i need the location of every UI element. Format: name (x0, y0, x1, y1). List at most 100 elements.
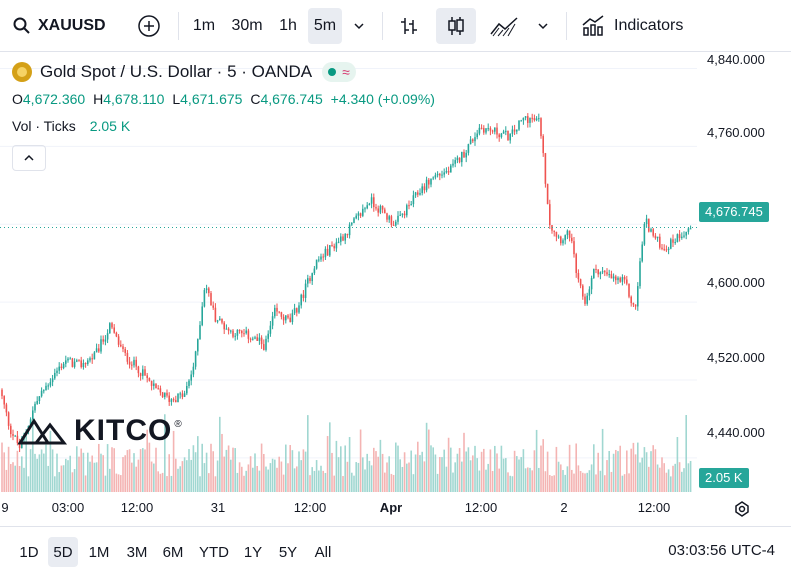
volume-bar (388, 456, 390, 492)
candle-body (674, 242, 676, 244)
indicators-button[interactable]: Indicators (576, 8, 702, 44)
volume-bar (342, 476, 344, 492)
volume-bar (469, 460, 472, 492)
volume-bar (654, 449, 657, 492)
candle-body (687, 228, 690, 232)
candle-body (659, 236, 661, 248)
candle-body (381, 205, 384, 210)
volume-bar (260, 443, 263, 492)
volume-bar (566, 466, 569, 492)
range-all[interactable]: All (314, 543, 332, 561)
range-5y[interactable]: 5Y (278, 543, 298, 561)
candle-body (115, 332, 118, 337)
candle-body (458, 157, 461, 163)
volume-bar (225, 449, 228, 492)
volume-bar (355, 462, 357, 492)
area-chart-button[interactable] (484, 8, 524, 44)
price-axis-label: 4,760.000 (707, 125, 765, 140)
range-1m[interactable]: 1M (88, 543, 110, 561)
volume-bar (604, 475, 606, 492)
volume-bar (630, 448, 632, 492)
volume-bar (271, 458, 274, 492)
symbol-search[interactable]: XAUUSD (8, 8, 124, 44)
volume-bar (461, 461, 463, 492)
candle-body (318, 259, 320, 261)
range-5d[interactable]: 5D (48, 537, 78, 567)
clock-timezone[interactable]: 03:03:56 UTC-4 (668, 542, 775, 559)
volume-bar (549, 475, 551, 492)
range-3m[interactable]: 3M (126, 543, 148, 561)
volume-bar (201, 443, 203, 492)
compare-button[interactable] (132, 8, 166, 44)
range-ytd[interactable]: YTD (199, 543, 229, 561)
volume-bar (379, 439, 382, 492)
candle-body (16, 435, 19, 444)
range-1d[interactable]: 1D (19, 543, 39, 561)
volume-bar (148, 442, 151, 492)
volume-bar (146, 429, 148, 492)
candle-body (267, 333, 269, 339)
volume-bar (337, 457, 340, 492)
candle-body (428, 179, 430, 185)
candle-body (639, 261, 641, 287)
volume-bar (315, 460, 318, 492)
volume-bar (181, 461, 184, 492)
interval-30m[interactable]: 30m (231, 17, 263, 34)
candle-body (278, 311, 280, 313)
candle-body (689, 228, 692, 230)
collapse-legend-button[interactable] (12, 145, 46, 171)
bars-chart-button[interactable] (392, 8, 426, 44)
price-axis[interactable]: 4,840.000 4,760.000 4,600.000 4,520.000 … (697, 52, 791, 492)
candle-body (353, 218, 355, 223)
toolbar-divider (382, 12, 383, 40)
interval-dropdown[interactable] (346, 8, 372, 44)
volume-bar (1, 442, 3, 492)
candle-body (395, 221, 397, 226)
volume-bar (27, 476, 30, 492)
candle-body (265, 338, 267, 350)
volume-bar (634, 454, 637, 492)
candle-body (586, 295, 588, 304)
volume-bar (190, 459, 192, 492)
volume-bar (571, 469, 573, 492)
candle-body (645, 218, 648, 225)
low-value: 4,671.675 (180, 91, 243, 107)
candle-body (575, 254, 577, 273)
candle-body (511, 129, 514, 134)
interval-1m[interactable]: 1m (192, 17, 216, 34)
candle-body (153, 383, 155, 386)
candle-body (496, 127, 498, 135)
candles-chart-button[interactable] (436, 8, 476, 44)
time-axis[interactable]: 9 03:00 12:00 31 12:00 Apr 12:00 2 12:00 (0, 492, 697, 522)
candle-body (467, 144, 470, 153)
price-axis-label: 4,600.000 (707, 275, 765, 290)
volume-bar (687, 463, 690, 492)
chevron-down-icon (538, 23, 548, 30)
chart-settings-button[interactable] (731, 498, 753, 520)
candle-body (597, 269, 599, 275)
candle-body (595, 268, 597, 270)
volume-bar (395, 442, 397, 492)
volume-bar (546, 451, 549, 492)
market-status-badge[interactable]: ≈ (322, 62, 356, 82)
volume-bar (122, 457, 124, 492)
interval-1h[interactable]: 1h (279, 17, 297, 34)
candle-body (351, 222, 353, 225)
volume-bar (84, 475, 87, 492)
volume-bar (681, 471, 683, 492)
candle-body (216, 320, 219, 322)
volume-bar (111, 447, 113, 492)
bottom-bar: 1D 5D 1M 3M 6M YTD 1Y 5Y All 03:03:56 UT… (0, 526, 791, 576)
interval-5m[interactable]: 5m (308, 8, 342, 44)
volume-bar (672, 465, 674, 492)
volume-bar (298, 451, 300, 492)
volume-bar (249, 456, 252, 492)
range-1y[interactable]: 1Y (243, 543, 263, 561)
range-6m[interactable]: 6M (162, 543, 184, 561)
volume-bar (144, 449, 146, 492)
price-axis-label: 4,840.000 (707, 52, 765, 67)
volume-bar (276, 467, 278, 492)
volume-bar (661, 457, 663, 492)
chart-type-dropdown[interactable] (530, 8, 556, 44)
candle-body (34, 403, 36, 411)
